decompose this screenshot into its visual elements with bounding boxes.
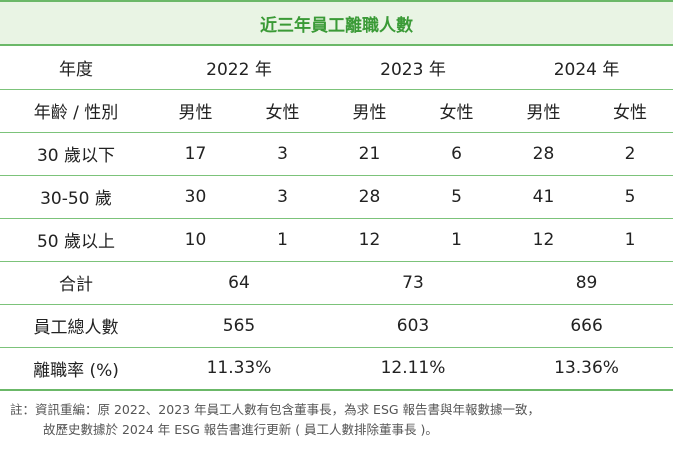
total-2022: 64 — [152, 261, 326, 305]
table-row: 30 歲以下 17 3 21 6 28 2 — [0, 132, 673, 176]
employees-2024: 666 — [500, 304, 673, 348]
male-2024-header: 男性 — [500, 89, 587, 133]
rate-2024: 13.36% — [500, 347, 673, 391]
table-cell: 41 — [500, 175, 587, 219]
table-title: 近三年員工離職人數 — [0, 0, 673, 46]
table-cell: 12 — [500, 218, 587, 262]
year-2022: 2022 年 — [152, 45, 326, 90]
female-2022-header: 女性 — [239, 89, 326, 133]
table-cell: 12 — [326, 218, 413, 262]
footnote-line-1: 註：資訊重編：原 2022、2023 年員工人數有包含董事長，為求 ESG 報告… — [10, 402, 541, 417]
male-2023-header: 男性 — [326, 89, 413, 133]
total-2024: 89 — [500, 261, 673, 305]
table-cell: 10 — [152, 218, 239, 262]
rate-label: 離職率 (%) — [0, 347, 152, 391]
table-row: 30-50 歲 30 3 28 5 41 5 — [0, 175, 673, 219]
table-cell: 5 — [587, 175, 673, 219]
table-cell: 1 — [413, 218, 500, 262]
table-cell: 2 — [587, 132, 673, 176]
male-2022-header: 男性 — [152, 89, 239, 133]
row-label: 50 歲以上 — [0, 218, 152, 262]
employees-label: 員工總人數 — [0, 304, 152, 348]
row-label: 30-50 歲 — [0, 175, 152, 219]
table-cell: 6 — [413, 132, 500, 176]
employees-2023: 603 — [326, 304, 500, 348]
title-row: 近三年員工離職人數 — [0, 0, 673, 46]
footnote: 註：資訊重編：原 2022、2023 年員工人數有包含董事長，為求 ESG 報告… — [10, 400, 665, 440]
year-2023: 2023 年 — [326, 45, 500, 90]
turnover-table: 近三年員工離職人數 年度 2022 年 2023 年 2024 年 年齡 / 性… — [0, 0, 673, 391]
table-cell: 3 — [239, 175, 326, 219]
table-row: 50 歲以上 10 1 12 1 12 1 — [0, 218, 673, 262]
total-label: 合計 — [0, 261, 152, 305]
table-cell: 21 — [326, 132, 413, 176]
rate-2022: 11.33% — [152, 347, 326, 391]
table-cell: 3 — [239, 132, 326, 176]
table-cell: 28 — [500, 132, 587, 176]
rate-row: 離職率 (%) 11.33% 12.11% 13.36% — [0, 347, 673, 391]
year-header-row: 年度 2022 年 2023 年 2024 年 — [0, 45, 673, 90]
gender-header-row: 年齡 / 性別 男性 女性 男性 女性 男性 女性 — [0, 89, 673, 133]
table-cell: 17 — [152, 132, 239, 176]
table-cell: 30 — [152, 175, 239, 219]
table-cell: 28 — [326, 175, 413, 219]
employees-2022: 565 — [152, 304, 326, 348]
total-2023: 73 — [326, 261, 500, 305]
table-cell: 1 — [239, 218, 326, 262]
female-2024-header: 女性 — [587, 89, 673, 133]
table-cell: 5 — [413, 175, 500, 219]
total-row: 合計 64 73 89 — [0, 261, 673, 305]
year-2024: 2024 年 — [500, 45, 673, 90]
table-cell: 1 — [587, 218, 673, 262]
rate-2023: 12.11% — [326, 347, 500, 391]
year-label: 年度 — [0, 45, 152, 90]
employees-row: 員工總人數 565 603 666 — [0, 304, 673, 348]
female-2023-header: 女性 — [413, 89, 500, 133]
age-gender-label: 年齡 / 性別 — [0, 89, 152, 133]
footnote-line-2: 故歷史數據於 2024 年 ESG 報告書進行更新 ( 員工人數排除董事長 )。 — [43, 422, 438, 437]
row-label: 30 歲以下 — [0, 132, 152, 176]
